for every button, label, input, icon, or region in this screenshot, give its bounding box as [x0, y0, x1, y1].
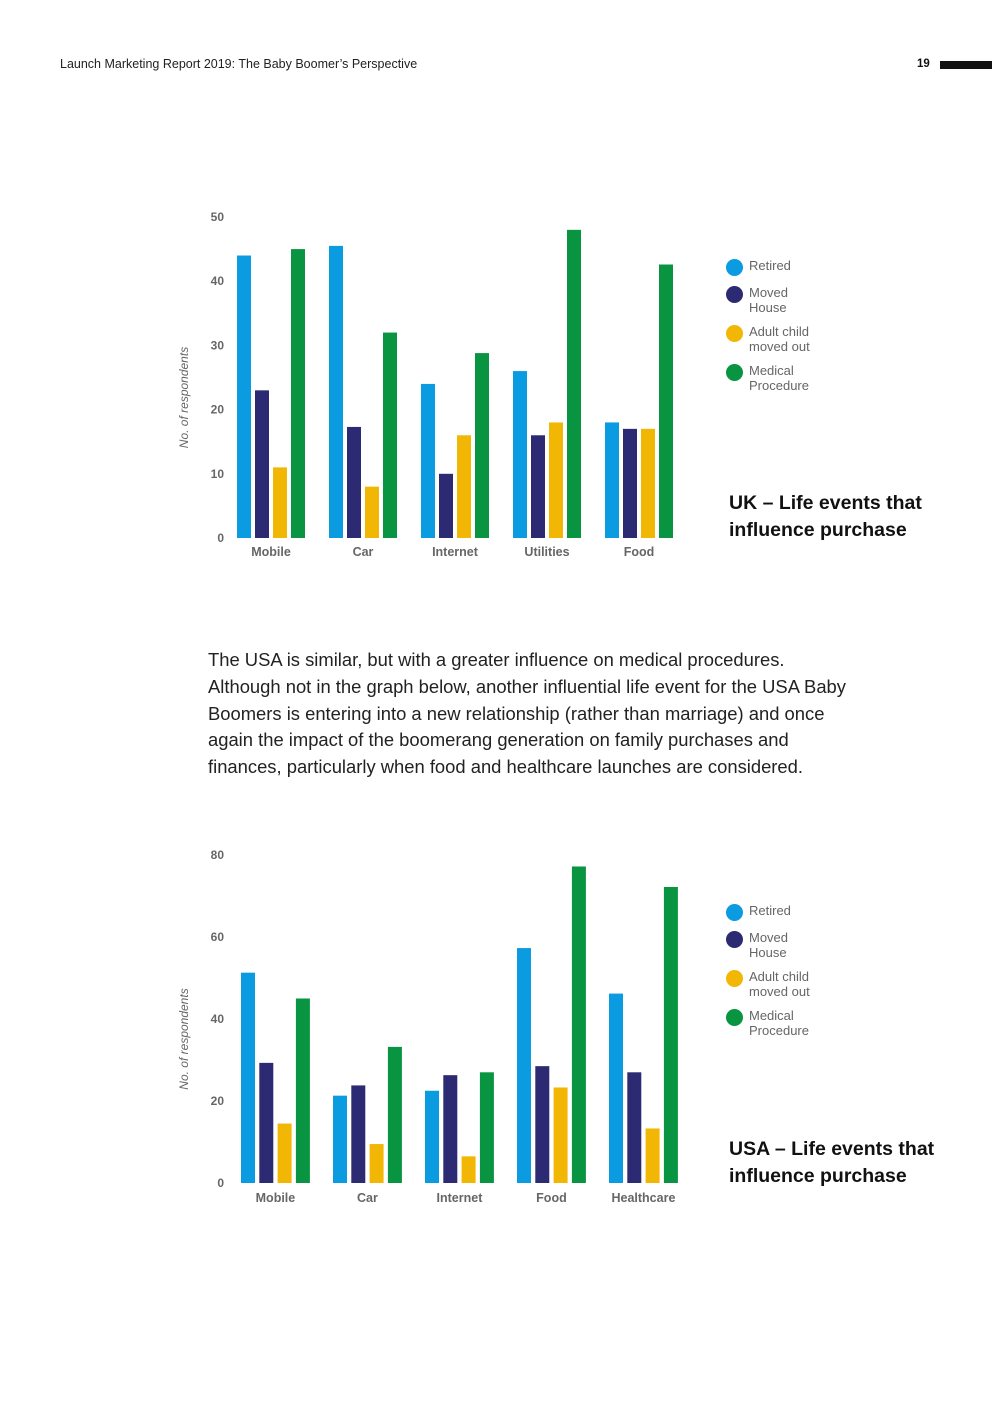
x-category-label: Utilities — [524, 545, 569, 559]
bar-food-adult-child-moved-out — [553, 1087, 568, 1183]
uk-chart: 0 10 20 30 40 50 No. of respondents Mobile Car In… — [0, 200, 992, 580]
legend-label: Retired — [749, 258, 791, 273]
legend-dot-medical-procedure — [726, 1009, 743, 1026]
legend-label: Adult child moved out — [749, 324, 810, 354]
bar-food-adult-child-moved-out — [641, 428, 655, 538]
report-title: Launch Marketing Report 2019: The Baby B… — [60, 57, 418, 71]
bar-mobile-retired — [237, 255, 251, 538]
y-axis-label: No. of respondents — [177, 988, 191, 1089]
x-category-label: Food — [536, 1191, 567, 1205]
y-tick-label: 20 — [211, 403, 225, 417]
bar-internet-medical-procedure — [479, 1072, 494, 1183]
bar-internet-adult-child-moved-out — [457, 435, 471, 538]
legend-dot-retired — [726, 259, 743, 276]
usa-chart-legend: Retired Moved House Adult child moved ou… — [726, 903, 866, 1047]
x-category-label: Mobile — [256, 1191, 296, 1205]
uk-chart-title: UK – Life events that influence purchase — [729, 492, 922, 541]
page-marker-bar — [940, 61, 992, 69]
bar-mobile-medical-procedure — [295, 998, 310, 1183]
bar-healthcare-moved-house — [627, 1072, 642, 1183]
usa-chart-svg: 0 20 40 60 80 No. of respondents Mobile Car Inte… — [177, 848, 678, 1205]
bar-car-retired — [333, 1095, 347, 1183]
legend-label: Medical Procedure — [749, 363, 809, 393]
x-category-label: Healthcare — [611, 1191, 675, 1205]
x-category-label: Car — [353, 545, 374, 559]
bar-utilities-adult-child-moved-out — [549, 422, 563, 538]
bar-food-retired — [517, 948, 531, 1183]
y-tick-label: 30 — [211, 338, 225, 352]
x-category-label: Mobile — [251, 545, 291, 559]
usa-chart-title: USA – Life events that influence purchas… — [729, 1138, 935, 1187]
legend-label: Moved House — [749, 285, 789, 315]
legend-dot-moved-house — [726, 931, 743, 948]
x-category-label: Internet — [437, 1191, 484, 1205]
uk-chart-svg: 0 10 20 30 40 50 No. of respondents Mobile Car In… — [177, 210, 673, 559]
bar-car-medical-procedure — [383, 332, 397, 538]
legend-item-medical-procedure: Medical Procedure — [726, 1008, 866, 1038]
legend-dot-retired — [726, 904, 743, 921]
legend-label: Moved House — [749, 930, 789, 960]
bar-food-retired — [605, 422, 619, 538]
bar-food-moved-house — [623, 428, 637, 538]
legend-dot-medical-procedure — [726, 364, 743, 381]
bar-healthcare-adult-child-moved-out — [645, 1128, 660, 1183]
bar-internet-moved-house — [443, 1075, 458, 1183]
bar-food-moved-house — [535, 1066, 550, 1183]
legend-item-moved-house: Moved House — [726, 285, 866, 315]
legend-label: Retired — [749, 903, 791, 918]
bar-car-retired — [329, 245, 343, 538]
bar-mobile-adult-child-moved-out — [277, 1123, 292, 1183]
y-tick-label: 10 — [211, 467, 225, 481]
y-tick-label: 40 — [211, 274, 225, 288]
bar-internet-adult-child-moved-out — [461, 1156, 476, 1183]
bar-internet-retired — [421, 383, 435, 538]
legend-label: Medical Procedure — [749, 1008, 809, 1038]
legend-label: Adult child moved out — [749, 969, 810, 999]
usa-chart: 0 20 40 60 80 No. of respondents Mobile Car Inte… — [0, 840, 992, 1220]
bar-car-adult-child-moved-out — [365, 486, 379, 538]
page-number: 19 — [917, 58, 930, 70]
legend-item-adult-child-moved-out: Adult child moved out — [726, 969, 866, 999]
bar-food-medical-procedure — [659, 264, 673, 538]
bar-mobile-adult-child-moved-out — [273, 467, 287, 538]
bar-mobile-moved-house — [259, 1062, 274, 1183]
bar-mobile-medical-procedure — [291, 249, 305, 538]
legend-item-adult-child-moved-out: Adult child moved out — [726, 324, 866, 354]
bar-utilities-retired — [513, 371, 527, 538]
legend-item-moved-house: Moved House — [726, 930, 866, 960]
y-tick-label: 20 — [211, 1094, 225, 1108]
bar-utilities-medical-procedure — [567, 229, 581, 538]
legend-item-medical-procedure: Medical Procedure — [726, 363, 866, 393]
body-paragraph: The USA is similar, but with a greater i… — [208, 649, 846, 778]
legend-dot-moved-house — [726, 286, 743, 303]
bar-internet-retired — [425, 1090, 439, 1183]
legend-dot-adult-child-moved-out — [726, 970, 743, 987]
y-tick-label: 40 — [211, 1012, 225, 1026]
bar-mobile-retired — [241, 972, 255, 1183]
bar-mobile-moved-house — [255, 390, 269, 538]
bar-car-moved-house — [347, 426, 361, 538]
bar-food-medical-procedure — [571, 866, 586, 1183]
bar-car-moved-house — [351, 1085, 366, 1183]
x-category-label: Food — [624, 545, 655, 559]
y-tick-label: 0 — [217, 531, 224, 545]
x-category-label: Internet — [432, 545, 479, 559]
legend-item-retired: Retired — [726, 903, 866, 921]
y-tick-label: 60 — [211, 930, 225, 944]
y-tick-label: 50 — [211, 210, 225, 224]
bar-internet-medical-procedure — [475, 353, 489, 538]
legend-dot-adult-child-moved-out — [726, 325, 743, 342]
uk-chart-legend: Retired Moved House Adult child moved ou… — [726, 258, 866, 402]
bar-healthcare-retired — [609, 993, 623, 1183]
bar-utilities-moved-house — [531, 435, 545, 538]
legend-item-retired: Retired — [726, 258, 866, 276]
bar-car-medical-procedure — [387, 1046, 402, 1183]
y-tick-label: 0 — [217, 1176, 224, 1190]
x-category-label: Car — [357, 1191, 378, 1205]
bar-car-adult-child-moved-out — [369, 1144, 384, 1183]
y-tick-label: 80 — [211, 848, 225, 862]
y-axis-label: No. of respondents — [177, 347, 191, 448]
bar-internet-moved-house — [439, 473, 453, 538]
bar-healthcare-medical-procedure — [663, 886, 678, 1183]
